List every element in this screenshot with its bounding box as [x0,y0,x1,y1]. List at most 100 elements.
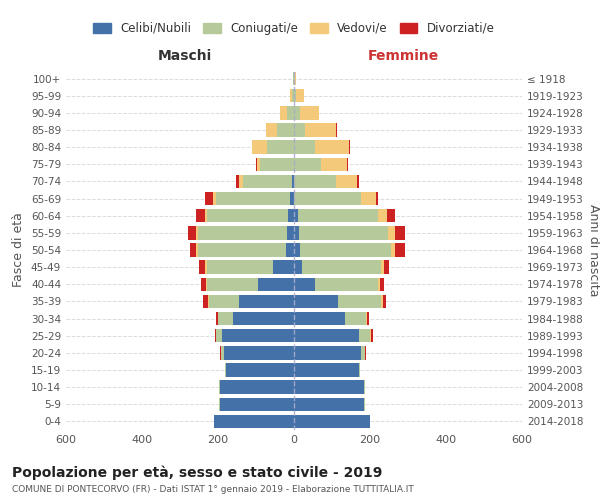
Bar [226,364,294,376]
Bar [382,260,385,274]
Bar [320,158,347,171]
Bar [371,329,373,342]
Y-axis label: Fasce di età: Fasce di età [13,212,25,288]
Bar [201,278,206,291]
Bar [219,380,220,394]
Bar [236,174,239,188]
Bar [292,174,294,188]
Bar [188,226,196,239]
Bar [295,72,296,86]
Bar [209,294,239,308]
Bar [256,158,257,171]
Bar [365,346,366,360]
Bar [198,226,287,239]
Bar [221,346,224,360]
Bar [257,158,260,171]
Bar [367,312,369,326]
Bar [395,244,405,256]
Bar [198,244,286,256]
Bar [239,174,242,188]
Bar [296,89,304,102]
Bar [206,209,289,222]
Bar [294,414,370,428]
Bar [190,244,196,256]
Bar [315,278,377,291]
Bar [252,140,268,154]
Bar [286,244,294,256]
Bar [359,329,370,342]
Text: COMUNE DI PONTECORVO (FR) - Dati ISTAT 1° gennaio 2019 - Elaborazione TUTTITALIA: COMUNE DI PONTECORVO (FR) - Dati ISTAT 1… [12,485,414,494]
Bar [388,226,395,239]
Bar [218,312,233,326]
Bar [280,106,287,120]
Bar [293,72,294,86]
Bar [214,414,294,428]
Bar [294,294,338,308]
Bar [302,260,382,274]
Bar [294,106,300,120]
Bar [385,260,389,274]
Bar [219,398,220,411]
Bar [199,260,205,274]
Bar [294,72,295,86]
Bar [370,329,371,342]
Bar [294,398,364,411]
Bar [364,380,365,394]
Bar [391,244,395,256]
Bar [206,278,258,291]
Bar [215,329,216,342]
Bar [364,398,365,411]
Legend: Celibi/Nubili, Coniugati/e, Vedovi/e, Divorziati/e: Celibi/Nubili, Coniugati/e, Vedovi/e, Di… [90,18,498,38]
Bar [220,380,294,394]
Bar [366,312,367,326]
Bar [294,192,361,205]
Bar [225,364,226,376]
Bar [196,244,198,256]
Bar [216,312,218,326]
Bar [387,209,395,222]
Text: Maschi: Maschi [157,49,212,63]
Bar [294,380,364,394]
Bar [239,294,294,308]
Bar [220,398,294,411]
Bar [380,278,384,291]
Bar [206,260,273,274]
Bar [265,124,277,136]
Bar [294,364,359,376]
Bar [336,174,356,188]
Bar [290,192,294,205]
Bar [336,124,337,136]
Bar [233,312,294,326]
Bar [205,192,213,205]
Bar [305,124,336,136]
Bar [294,244,300,256]
Bar [346,312,366,326]
Bar [273,260,294,274]
Bar [216,192,290,205]
Bar [294,89,296,102]
Bar [395,226,406,239]
Bar [294,260,302,274]
Bar [356,174,359,188]
Bar [294,140,315,154]
Bar [196,209,205,222]
Bar [243,174,292,188]
Bar [294,174,336,188]
Bar [294,312,346,326]
Bar [359,364,360,376]
Bar [361,346,365,360]
Bar [287,226,294,239]
Bar [213,192,216,205]
Bar [208,294,209,308]
Bar [300,106,319,120]
Bar [224,346,294,360]
Bar [258,278,294,291]
Bar [260,158,294,171]
Bar [347,158,349,171]
Y-axis label: Anni di nascita: Anni di nascita [587,204,600,296]
Bar [205,260,206,274]
Bar [383,294,386,308]
Bar [349,140,350,154]
Bar [290,89,292,102]
Bar [216,329,222,342]
